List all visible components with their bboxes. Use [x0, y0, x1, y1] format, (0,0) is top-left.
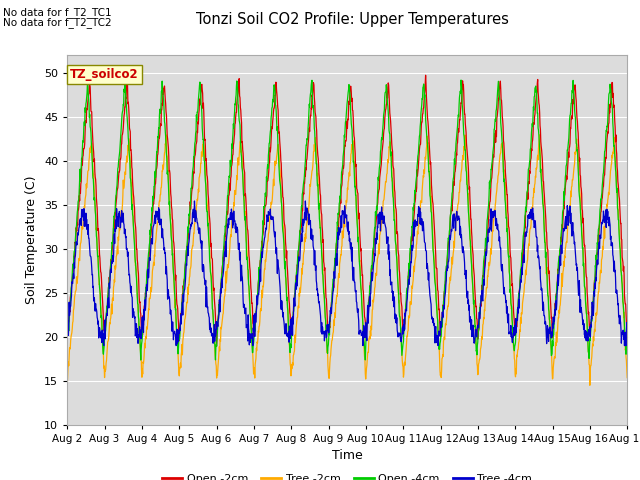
Open -2cm: [435, 307, 443, 312]
Text: No data for f_T2_TC2: No data for f_T2_TC2: [3, 17, 112, 28]
Line: Open -4cm: Open -4cm: [67, 77, 627, 360]
Text: Tonzi Soil CO2 Profile: Upper Temperatures: Tonzi Soil CO2 Profile: Upper Temperatur…: [196, 12, 508, 27]
Line: Tree -4cm: Tree -4cm: [67, 201, 627, 346]
Open -4cm: [137, 357, 145, 363]
Y-axis label: Soil Temperature (C): Soil Temperature (C): [26, 176, 38, 304]
Open -4cm: [508, 316, 516, 322]
Line: Open -2cm: Open -2cm: [67, 75, 627, 347]
Open -2cm: [508, 283, 516, 288]
Open -4cm: [557, 228, 565, 233]
Open -2cm: [422, 72, 429, 78]
Open -4cm: [189, 169, 196, 175]
Tree -4cm: [100, 343, 108, 348]
Open -4cm: [63, 330, 71, 336]
Tree -2cm: [508, 306, 515, 312]
Open -2cm: [63, 328, 71, 334]
Tree -4cm: [435, 328, 443, 334]
Tree -2cm: [174, 353, 182, 359]
Tree -4cm: [63, 328, 71, 334]
Open -4cm: [175, 335, 183, 340]
Legend: Open -2cm, Tree -2cm, Open -4cm, Tree -4cm: Open -2cm, Tree -2cm, Open -4cm, Tree -4…: [157, 469, 537, 480]
Tree -4cm: [175, 336, 182, 342]
Tree -2cm: [63, 383, 71, 389]
Open -2cm: [212, 344, 220, 349]
Text: No data for f_T2_TC1: No data for f_T2_TC1: [3, 7, 112, 18]
Open -2cm: [557, 239, 565, 244]
Tree -2cm: [557, 292, 565, 298]
Tree -4cm: [557, 244, 565, 250]
Open -4cm: [435, 346, 443, 352]
Tree -2cm: [536, 132, 543, 138]
Open -4cm: [623, 334, 631, 339]
Tree -4cm: [301, 198, 309, 204]
Open -4cm: [252, 328, 259, 334]
Tree -4cm: [508, 336, 516, 342]
Open -2cm: [251, 324, 259, 330]
Tree -4cm: [623, 327, 631, 333]
Tree -2cm: [434, 330, 442, 336]
Tree -2cm: [188, 246, 196, 252]
Text: TZ_soilco2: TZ_soilco2: [70, 68, 139, 81]
Open -4cm: [122, 74, 129, 80]
Open -2cm: [623, 337, 631, 343]
Tree -2cm: [250, 365, 258, 371]
Tree -2cm: [623, 375, 631, 381]
Tree -4cm: [188, 221, 196, 227]
Line: Tree -2cm: Tree -2cm: [67, 135, 627, 386]
X-axis label: Time: Time: [332, 449, 363, 462]
Tree -4cm: [251, 334, 259, 339]
Open -2cm: [188, 189, 196, 195]
Open -2cm: [174, 316, 182, 322]
